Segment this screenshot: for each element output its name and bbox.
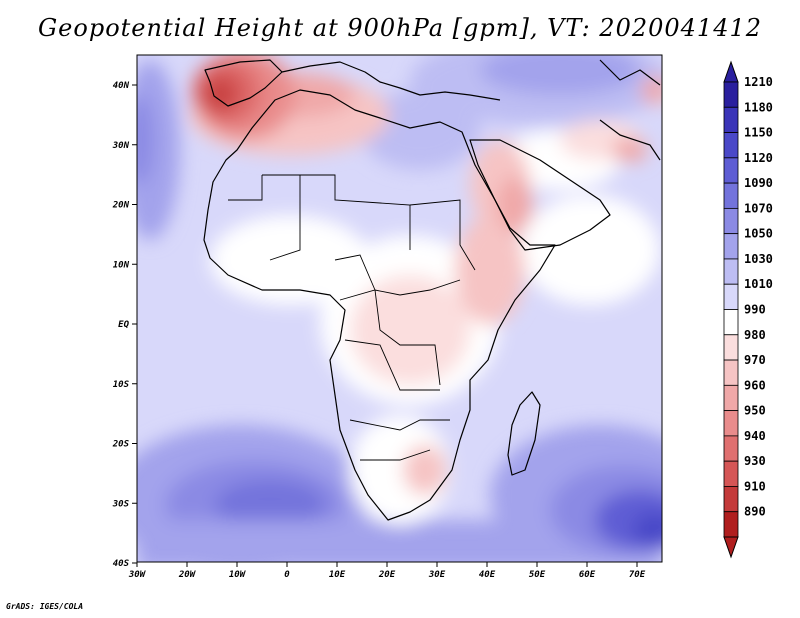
lat-tick-label: 30N — [112, 141, 130, 151]
colorbar-swatch — [723, 132, 739, 159]
map-title: Geopotential Height at 900hPa [gpm], VT:… — [38, 14, 762, 42]
colorbar-label: 910 — [744, 479, 766, 493]
colorbar-label: 980 — [744, 328, 766, 342]
colorbar-swatch — [723, 182, 739, 209]
colorbar: 1210 1180 1150 1120 1090 1070 1050 1030 1010 990 9… — [723, 60, 773, 559]
colorbar-label: 1070 — [744, 201, 773, 215]
lon-tick-label: 0 — [284, 570, 290, 580]
colorbar-label: 970 — [744, 353, 766, 367]
lon-tick-label: 50E — [529, 570, 546, 580]
colorbar-label: 940 — [744, 429, 766, 443]
map-frame — [136, 54, 663, 563]
colorbar-swatch — [723, 106, 739, 133]
lat-tick-label: EQ — [118, 320, 129, 330]
lon-tick-label: 40E — [479, 570, 496, 580]
colorbar-swatch — [723, 233, 739, 260]
lon-tick-label: 20E — [378, 570, 396, 580]
coastlines — [203, 59, 661, 521]
lat-tick-label: 10N — [113, 260, 130, 270]
colorbar-top-arrow — [723, 60, 739, 83]
grads-credit: GrADS: IGES/COLA — [6, 602, 84, 611]
colorbar-swatch — [723, 435, 739, 462]
colorbar-swatch — [723, 81, 739, 108]
colorbar-label: 1150 — [744, 126, 773, 140]
colorbar-swatch — [723, 359, 739, 386]
colorbar-swatch — [723, 460, 739, 487]
colorbar-swatch — [723, 207, 739, 235]
latitude-axis: 40N 30N 20N 10N EQ 10S 20S 30S 40S — [112, 81, 137, 569]
colorbar-bottom-arrow — [723, 536, 739, 559]
colorbar-swatch — [723, 258, 739, 285]
colorbar-swatch — [723, 309, 739, 336]
colorbar-swatch — [723, 410, 739, 437]
lon-tick-label: 30E — [428, 570, 446, 580]
colorbar-swatch — [723, 334, 739, 361]
colorbar-swatch — [723, 486, 739, 513]
colorbar-label: 1120 — [744, 151, 773, 165]
lat-tick-label: 30S — [112, 499, 130, 509]
lat-tick-label: 20N — [112, 201, 130, 211]
lat-tick-label: 10S — [113, 380, 130, 390]
lon-tick-label: 70E — [629, 570, 646, 580]
colorbar-label: 1210 — [744, 75, 773, 89]
height-field — [137, 55, 662, 562]
colorbar-label: 1180 — [744, 100, 773, 114]
lat-tick-label: 20S — [112, 440, 130, 450]
colorbar-label: 1010 — [744, 277, 773, 291]
lon-tick-label: 20W — [178, 570, 197, 580]
lat-tick-label: 40N — [113, 81, 130, 91]
colorbar-label: 890 — [744, 505, 766, 519]
lon-tick-label: 10W — [229, 570, 247, 580]
lon-tick-label: 30W — [128, 570, 147, 580]
colorbar-label: 1050 — [744, 227, 773, 241]
country-borders — [228, 174, 476, 461]
colorbar-swatch — [723, 283, 739, 310]
colorbar-label: 950 — [744, 404, 766, 418]
colorbar-label: 1090 — [744, 176, 773, 190]
longitude-axis: 30W 20W 10W 0 10E 20E 30E 40E 50E 60E 70E — [128, 562, 646, 580]
colorbar-swatch — [723, 511, 739, 538]
lon-tick-label: 10E — [329, 570, 346, 580]
colorbar-label: 960 — [744, 378, 766, 392]
colorbar-label: 930 — [744, 454, 766, 468]
colorbar-swatch — [723, 157, 739, 184]
colorbar-label: 990 — [744, 303, 766, 317]
lon-tick-label: 60E — [579, 570, 596, 580]
colorbar-label: 1030 — [744, 252, 773, 266]
lat-tick-label: 40S — [113, 559, 130, 569]
colorbar-swatch — [723, 384, 739, 412]
